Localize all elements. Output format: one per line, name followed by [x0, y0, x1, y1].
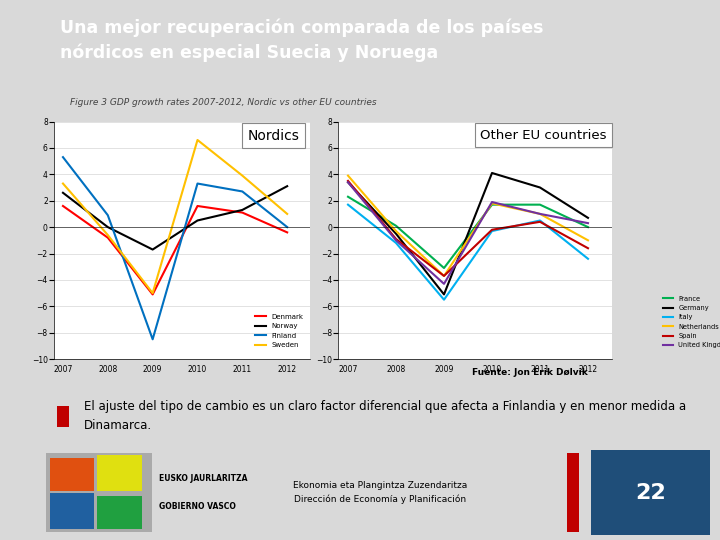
- Bar: [57, 406, 69, 427]
- Text: EUSKO JAURLARITZA: EUSKO JAURLARITZA: [158, 474, 247, 483]
- Bar: [97, 455, 142, 491]
- Text: Nordics: Nordics: [248, 129, 300, 143]
- Text: Fuente: Jon Erik Dølvik: Fuente: Jon Erik Dølvik: [472, 368, 588, 376]
- Bar: [46, 453, 152, 532]
- Bar: [97, 496, 142, 529]
- Bar: [567, 453, 579, 532]
- Legend: France, Germany, Italy, Netherlands, Spain, United Kingdom: France, Germany, Italy, Netherlands, Spa…: [660, 293, 720, 351]
- Text: Ekonomia eta Plangintza Zuzendaritza
Dirección de Economía y Planificación: Ekonomia eta Plangintza Zuzendaritza Dir…: [292, 481, 467, 504]
- Text: Other EU countries: Other EU countries: [480, 129, 606, 141]
- Bar: [590, 450, 710, 535]
- Text: GOBIERNO VASCO: GOBIERNO VASCO: [158, 502, 235, 511]
- Bar: [50, 458, 94, 491]
- Text: Una mejor recuperación comparada de los países
nórdicos en especial Suecia y Nor: Una mejor recuperación comparada de los …: [60, 18, 544, 62]
- Text: Figure 3 GDP growth rates 2007-2012, Nordic vs other EU countries: Figure 3 GDP growth rates 2007-2012, Nor…: [70, 98, 377, 107]
- Legend: Denmark, Norway, Finland, Sweden: Denmark, Norway, Finland, Sweden: [253, 311, 306, 351]
- Text: El ajuste del tipo de cambio es un claro factor diferencial que afecta a Finland: El ajuste del tipo de cambio es un claro…: [84, 400, 686, 433]
- Text: 22: 22: [635, 483, 666, 503]
- Bar: [50, 492, 94, 529]
